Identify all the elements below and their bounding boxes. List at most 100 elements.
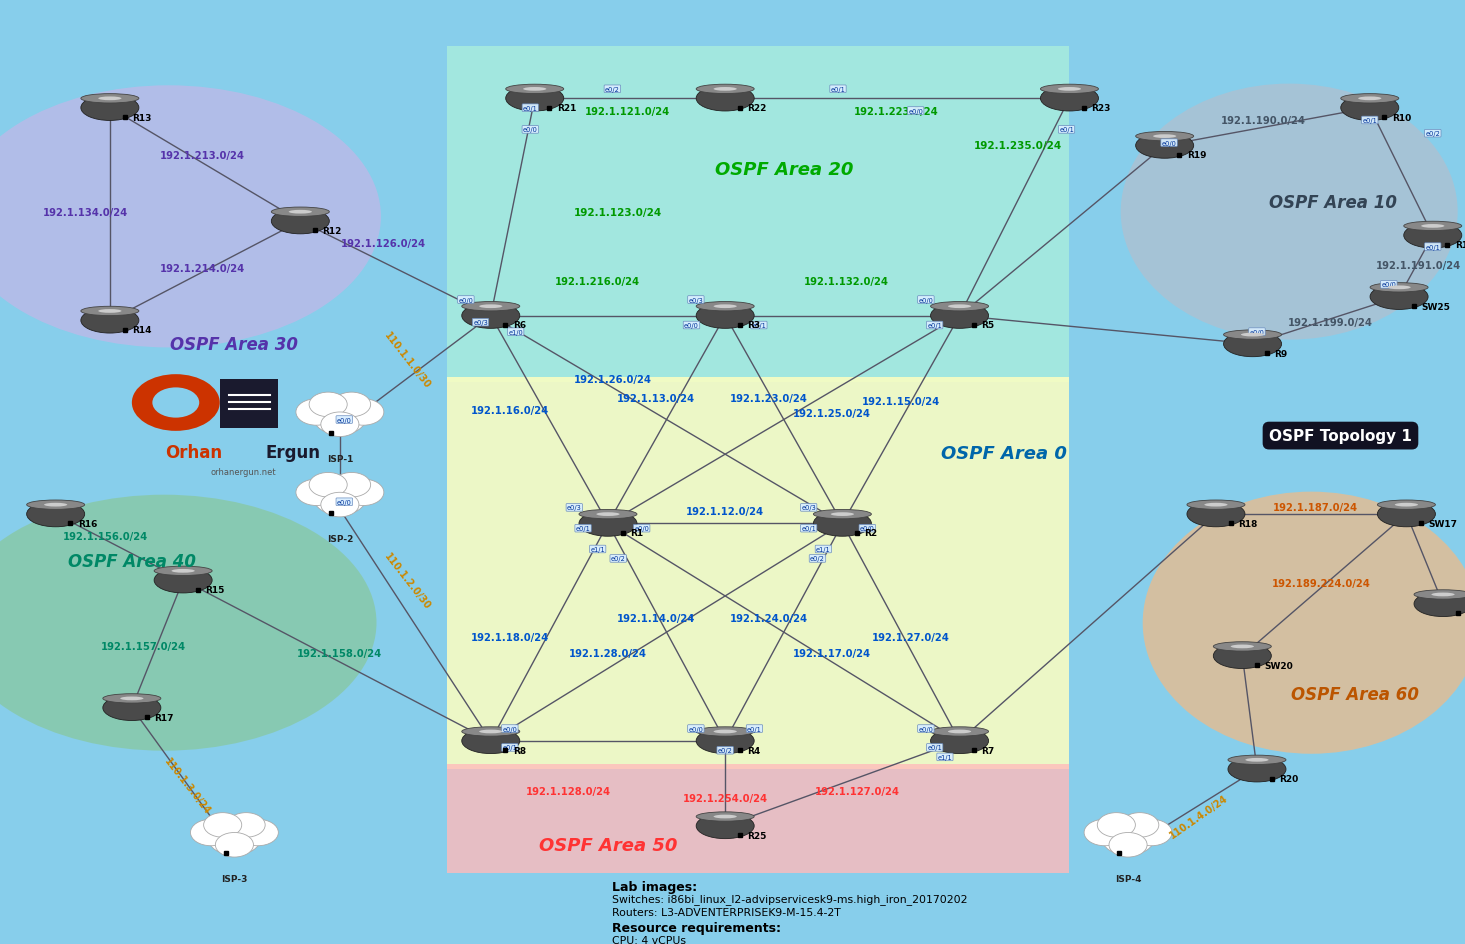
Text: 110.1.3.0/24: 110.1.3.0/24	[163, 755, 212, 816]
Ellipse shape	[461, 729, 520, 753]
Text: R1: R1	[630, 529, 643, 538]
Text: e0/0: e0/0	[1381, 282, 1396, 288]
Text: 110.1.2.0/30: 110.1.2.0/30	[382, 550, 432, 611]
Ellipse shape	[154, 566, 212, 576]
Text: R13: R13	[132, 113, 151, 123]
Text: e0/1: e0/1	[502, 745, 517, 750]
Text: ISP-4: ISP-4	[1115, 874, 1141, 884]
Ellipse shape	[523, 88, 546, 92]
Circle shape	[1084, 819, 1125, 846]
Text: R6: R6	[513, 321, 526, 330]
Text: SW17: SW17	[1428, 519, 1458, 529]
Text: Routers: L3-ADVENTERPRISEK9-M-15.4-2T: Routers: L3-ADVENTERPRISEK9-M-15.4-2T	[612, 907, 841, 918]
Text: R19: R19	[1187, 151, 1206, 160]
Text: e1/1: e1/1	[938, 754, 952, 760]
Ellipse shape	[930, 729, 989, 753]
Text: e0/2: e0/2	[718, 748, 732, 753]
Ellipse shape	[696, 85, 754, 94]
Text: OSPF Topology 1: OSPF Topology 1	[1269, 429, 1412, 444]
Ellipse shape	[713, 305, 737, 309]
Ellipse shape	[98, 97, 122, 101]
Text: 192.1.121.0/24: 192.1.121.0/24	[585, 107, 670, 116]
Ellipse shape	[1223, 331, 1282, 358]
Text: 192.1.13.0/24: 192.1.13.0/24	[617, 394, 696, 403]
Ellipse shape	[289, 211, 312, 214]
Text: 192.1.23.0/24: 192.1.23.0/24	[730, 394, 809, 403]
Circle shape	[152, 388, 199, 418]
Ellipse shape	[1414, 591, 1465, 617]
Ellipse shape	[1204, 503, 1228, 507]
Text: e0/1: e0/1	[831, 87, 845, 93]
Text: Ergun: Ergun	[265, 444, 321, 462]
Ellipse shape	[81, 307, 139, 316]
Text: R25: R25	[747, 831, 766, 840]
Text: 192.189.224.0/24: 192.189.224.0/24	[1272, 579, 1371, 588]
Ellipse shape	[0, 496, 377, 750]
Text: 192.1.26.0/24: 192.1.26.0/24	[573, 375, 652, 384]
Text: e0/1: e0/1	[747, 726, 762, 732]
Text: ISP-1: ISP-1	[327, 454, 353, 464]
Text: ISP-3: ISP-3	[221, 874, 248, 884]
Text: R11: R11	[1455, 241, 1465, 250]
FancyBboxPatch shape	[447, 47, 1069, 382]
Circle shape	[227, 813, 265, 837]
Text: e0/0: e0/0	[459, 297, 473, 303]
Ellipse shape	[1403, 224, 1462, 249]
Ellipse shape	[696, 87, 754, 112]
Text: OSPF Area 0: OSPF Area 0	[941, 444, 1067, 463]
Ellipse shape	[1377, 500, 1436, 510]
Text: CPU: 4 vCPUs: CPU: 4 vCPUs	[612, 935, 687, 944]
Ellipse shape	[696, 729, 754, 753]
Circle shape	[1131, 819, 1172, 846]
Ellipse shape	[813, 510, 872, 519]
Text: e0/0: e0/0	[1250, 329, 1264, 335]
Ellipse shape	[930, 302, 989, 312]
Text: R17: R17	[154, 713, 173, 722]
Ellipse shape	[1040, 85, 1099, 94]
Ellipse shape	[479, 305, 502, 309]
Circle shape	[309, 393, 347, 417]
Circle shape	[1097, 813, 1135, 837]
Ellipse shape	[1421, 225, 1444, 228]
Text: e0/0: e0/0	[337, 499, 352, 505]
Text: 192.1.128.0/24: 192.1.128.0/24	[526, 786, 611, 796]
Ellipse shape	[713, 815, 737, 818]
Text: R4: R4	[747, 746, 760, 755]
Ellipse shape	[1431, 593, 1455, 597]
Text: OSPF Area 60: OSPF Area 60	[1291, 684, 1420, 703]
Ellipse shape	[1370, 285, 1428, 311]
Text: R9: R9	[1275, 349, 1288, 359]
Ellipse shape	[696, 303, 754, 329]
Text: 192.1.17.0/24: 192.1.17.0/24	[793, 649, 872, 658]
Ellipse shape	[479, 730, 502, 733]
Circle shape	[343, 399, 384, 426]
Ellipse shape	[1187, 500, 1245, 510]
Circle shape	[314, 401, 366, 435]
Text: 192.1.235.0/24: 192.1.235.0/24	[974, 142, 1062, 151]
Text: R12: R12	[322, 227, 341, 236]
Text: R2: R2	[864, 529, 878, 538]
Text: e0/0: e0/0	[634, 526, 649, 531]
Text: 192.1.18.0/24: 192.1.18.0/24	[470, 632, 549, 642]
Ellipse shape	[579, 511, 637, 536]
Ellipse shape	[579, 510, 637, 519]
Text: ISP-2: ISP-2	[327, 534, 353, 544]
Text: R7: R7	[982, 746, 995, 755]
Ellipse shape	[813, 511, 872, 536]
Text: R23: R23	[1091, 104, 1110, 113]
Ellipse shape	[1135, 134, 1194, 160]
Circle shape	[1121, 813, 1159, 837]
Text: e0/1: e0/1	[801, 526, 816, 531]
Text: 192.1.158.0/24: 192.1.158.0/24	[297, 649, 382, 658]
Ellipse shape	[1213, 642, 1272, 651]
Text: 192.1.190.0/24: 192.1.190.0/24	[1220, 116, 1305, 126]
Text: Lab images:: Lab images:	[612, 880, 697, 893]
Ellipse shape	[1228, 757, 1286, 782]
Ellipse shape	[696, 302, 754, 312]
Text: R16: R16	[78, 519, 97, 529]
Ellipse shape	[103, 694, 161, 703]
Ellipse shape	[1340, 95, 1399, 122]
Ellipse shape	[1153, 135, 1176, 139]
Ellipse shape	[1340, 94, 1399, 104]
Text: e0/2: e0/2	[810, 556, 825, 562]
